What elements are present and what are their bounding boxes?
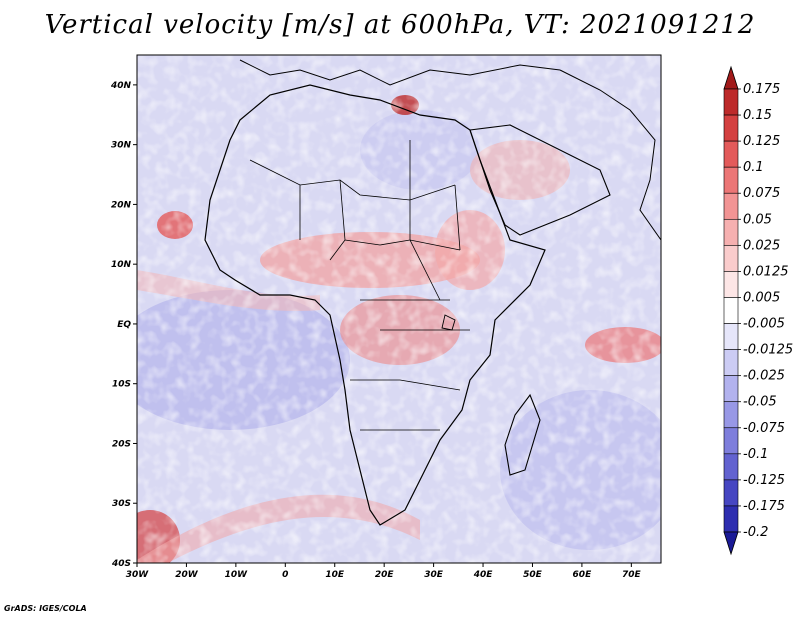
colorbar-segment [723,505,739,533]
colorbar-segment [723,245,739,272]
y-tick-label: 40S [111,559,131,569]
y-tick-label: 40N [110,81,132,91]
colorbar-segment [723,271,739,298]
colorbar-label: -0.025 [743,369,785,384]
colorbar-label: 0.175 [743,82,780,97]
colorbar-segment [723,323,739,350]
x-tick-label: 30W [126,570,150,580]
colorbar-label: 0.15 [743,108,772,123]
y-tick-label: 20S [112,439,131,449]
x-tick-label: 60E [573,570,593,580]
coastline-asia [559,69,661,241]
x-tick-label: 30E [424,570,444,580]
colorbar-segment [723,349,739,376]
colorbar-label: -0.05 [743,395,777,410]
colorbar-segment [723,192,739,220]
y-tick-label: 10S [112,380,131,390]
colorbar-segment [723,114,739,142]
lake-victoria [441,314,456,331]
x-tick-label: 40E [473,570,494,580]
field-texture [137,55,661,563]
colorbar-label: 0.1 [743,160,764,175]
colorbar-label: -0.2 [743,525,768,540]
x-tick-label: 0 [282,570,288,580]
map-plot-area [137,55,661,563]
colorbar-label: -0.0125 [743,343,793,358]
y-tick-label: EQ [117,320,131,330]
colorbar-segment [723,427,739,455]
colorbar-label: 0.075 [743,186,780,201]
coastline-africa [204,84,546,526]
colorbar-label: -0.1 [743,447,768,462]
colorbar-label: -0.125 [743,473,785,488]
y-tick-label: 30S [112,499,131,509]
x-tick-label: 10W [225,570,249,580]
grads-credit: GrADS: IGES/COLA [4,604,87,613]
colorbar-label: 0.0125 [743,264,789,279]
colorbar-min-triangle [723,531,739,556]
coastline-arabia [469,124,611,236]
colorbar-segment [723,88,739,116]
colorbar-segment [723,218,739,246]
coastline-europe [239,59,561,86]
x-tick-label: 10E [325,570,345,580]
coastline-madagascar [504,393,541,476]
colorbar-segment [723,297,739,324]
colorbar-label: 0.125 [743,134,780,149]
colorbar-segment [723,140,739,168]
colorbar-label: -0.175 [743,499,785,514]
colorbar-label: -0.075 [743,421,785,436]
country-borders [249,140,470,431]
colorbar-segment [723,479,739,507]
colorbar-segment [723,453,739,481]
x-tick-label: 20E [375,570,395,580]
y-axis-ticks: 40N 30N 20N 10N EQ 10S 20S 30S 40S [110,81,137,569]
chart-title: Vertical velocity [m/s] at 600hPa, VT: 2… [44,10,756,40]
x-tick-label: 50E [523,570,543,580]
x-tick-label: 70E [622,570,642,580]
colorbar-label: 0.05 [743,212,772,227]
colorbar-label: 0.005 [743,290,780,305]
colorbar: 0.175 0.15 0.125 0.1 0.075 0.05 0.025 0.0125 0.0… [723,65,793,556]
colorbar-max-triangle [723,65,739,90]
colorbar-label: -0.005 [743,317,785,332]
y-tick-label: 20N [111,200,132,210]
colorbar-segment [723,375,739,403]
colorbar-segment [723,401,739,429]
y-tick-label: 10N [111,260,132,270]
y-tick-label: 30N [111,141,132,151]
plot-frame [136,54,662,564]
colorbar-segment [723,166,739,194]
x-axis-ticks: 30W 20W 10W 0 10E 20E 30E 40E 50E 60E 70E [126,563,642,580]
colorbar-label: 0.025 [743,238,780,253]
x-tick-label: 20W [175,570,199,580]
